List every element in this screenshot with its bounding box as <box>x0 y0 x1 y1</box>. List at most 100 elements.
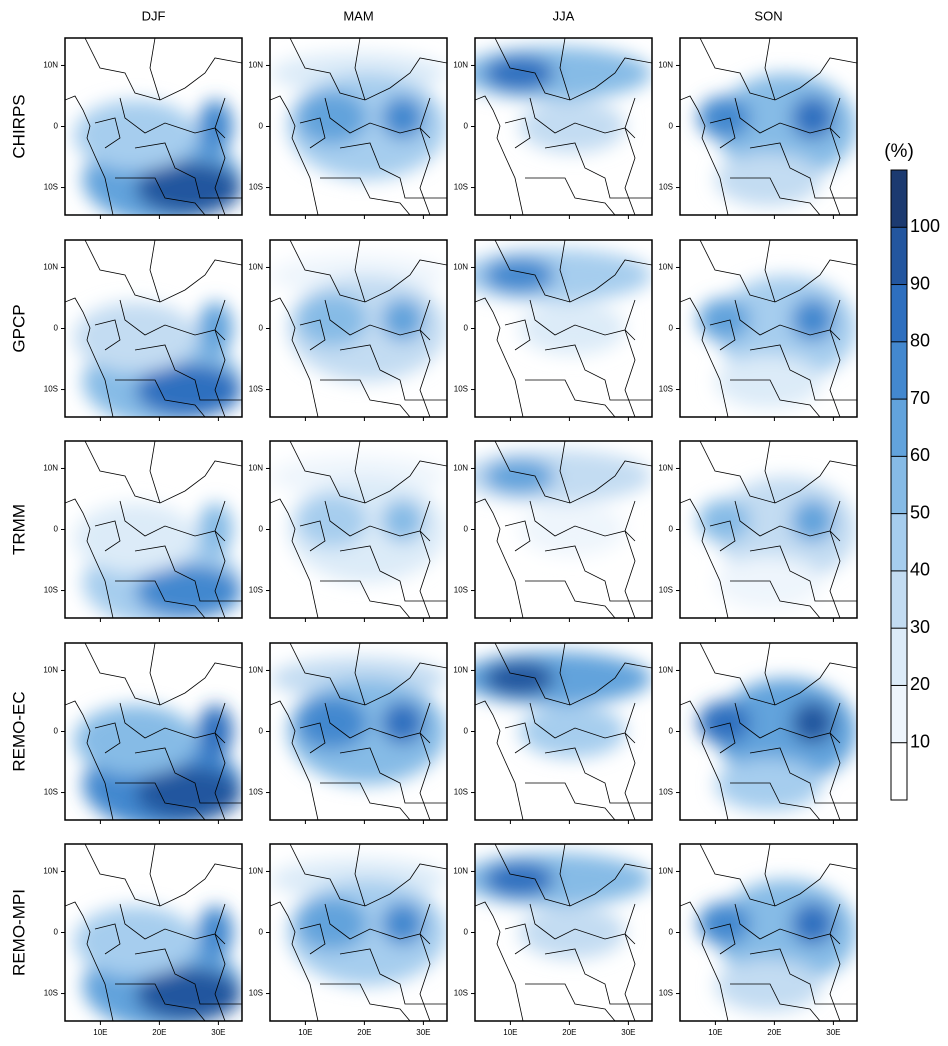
colorbar-tick-label: 90 <box>910 273 930 293</box>
country-border <box>525 379 616 417</box>
lon-tick-label: 10E <box>708 1028 722 1037</box>
colorbar-tick-label: 80 <box>910 331 930 351</box>
country-border <box>624 702 636 820</box>
rain-blob <box>135 967 242 1021</box>
country-border <box>115 177 206 215</box>
country-border <box>504 722 531 754</box>
lat-tick-label: 0 <box>464 122 469 131</box>
country-border <box>525 983 616 1021</box>
lat-tick-label: 10S <box>44 385 58 394</box>
country-border <box>475 700 524 820</box>
lat-tick-label: 0 <box>259 324 264 333</box>
country-border <box>149 38 161 101</box>
lat-tick-label: 10N <box>248 61 263 70</box>
rain-blob <box>73 502 198 574</box>
lat-tick-label: 10N <box>453 61 468 70</box>
country-border <box>149 441 161 504</box>
rain-blob <box>791 298 834 341</box>
lat-tick-label: 0 <box>259 928 264 937</box>
lat-tick-label: 10N <box>658 263 673 272</box>
rain-blob <box>519 99 626 154</box>
rain-blob <box>296 897 368 951</box>
rain-blob <box>519 301 626 356</box>
rain-blob <box>697 902 751 945</box>
lon-tick-label: 20E <box>357 1028 371 1037</box>
rain-blob <box>791 499 834 542</box>
colorbar-tick-label: 100 <box>910 216 940 236</box>
country-border <box>829 299 841 417</box>
country-border <box>354 844 366 907</box>
lat-tick-label: 10N <box>453 464 468 473</box>
lat-tick-label: 10N <box>248 464 263 473</box>
country-border <box>764 844 776 907</box>
lat-tick-label: 10S <box>454 385 468 394</box>
lat-tick-label: 10N <box>658 464 673 473</box>
rain-blob <box>135 766 242 820</box>
country-border <box>749 142 857 199</box>
country-border <box>339 948 447 1005</box>
rain-blob <box>519 704 626 759</box>
colorbar-band <box>891 284 907 342</box>
colorbar-band <box>891 685 907 743</box>
country-border <box>709 117 736 149</box>
colorbar-tick-label: 40 <box>910 560 930 580</box>
lon-tick-label: 30E <box>826 1028 840 1037</box>
rain-blob <box>483 257 555 294</box>
country-border <box>149 844 161 907</box>
rain-blob <box>715 355 822 409</box>
row-label: GPCP <box>9 304 28 352</box>
country-border <box>544 344 652 401</box>
rain-blob <box>791 96 834 139</box>
rain-blob <box>697 499 751 542</box>
lat-tick-label: 0 <box>54 324 59 333</box>
country-border <box>115 580 206 618</box>
country-border <box>134 545 242 602</box>
country-border <box>829 500 841 618</box>
rain-field <box>270 52 447 180</box>
country-border <box>504 117 531 149</box>
country-border <box>709 319 736 351</box>
country-border <box>730 580 821 618</box>
lon-tick-label: 10E <box>298 1028 312 1037</box>
country-border <box>730 379 821 417</box>
map-panel <box>65 441 242 618</box>
rain-field <box>73 704 242 820</box>
column-title: JJA <box>553 8 575 23</box>
country-border <box>504 923 531 955</box>
country-border <box>270 700 319 820</box>
lon-tick-label: 10E <box>503 1028 517 1037</box>
lat-tick-label: 0 <box>54 122 59 131</box>
country-border <box>504 520 531 552</box>
country-border <box>214 500 226 618</box>
rain-blob <box>697 701 751 744</box>
colorbar-title: (%) <box>884 141 914 162</box>
country-border <box>475 901 524 1021</box>
country-border <box>270 95 319 215</box>
lat-tick-label: 0 <box>54 727 59 736</box>
country-border <box>624 903 636 1021</box>
lat-tick-label: 10N <box>248 263 263 272</box>
country-border <box>149 240 161 303</box>
country-border <box>299 319 326 351</box>
lat-tick-label: 10S <box>454 788 468 797</box>
country-border <box>134 344 242 401</box>
country-border <box>320 379 411 417</box>
country-border <box>270 498 319 618</box>
rain-field <box>73 99 242 215</box>
rain-blob <box>791 902 834 945</box>
map-panel <box>680 844 857 1021</box>
country-border <box>544 948 652 1005</box>
lat-tick-label: 10S <box>44 788 58 797</box>
country-border <box>134 747 242 804</box>
rain-field <box>270 455 447 583</box>
colorbar-tick-label: 60 <box>910 445 930 465</box>
rain-blob <box>73 99 198 171</box>
country-border <box>749 545 857 602</box>
rain-blob <box>715 153 822 207</box>
colorbar-tick-label: 50 <box>910 502 930 522</box>
rain-blob <box>519 502 626 557</box>
rain-blob <box>296 293 368 347</box>
lat-tick-label: 10S <box>249 989 263 998</box>
rain-blob <box>381 499 424 542</box>
